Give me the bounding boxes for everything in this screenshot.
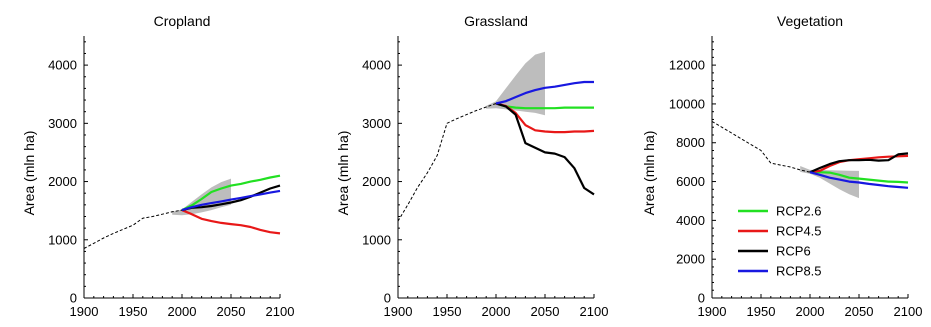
y-tick-label: 2000: [676, 252, 705, 267]
series-line-rcp2-6: [810, 171, 909, 184]
x-tick-label: 1950: [433, 304, 462, 319]
x-tick-label: 1900: [698, 304, 727, 319]
grassland-panel: Grassland 1900 1950 2000 2050 2100 0 1000 2000 30…: [335, 13, 608, 319]
x-tick-label: 2050: [531, 304, 560, 319]
series-line-rcp4-5: [181, 209, 281, 235]
y-tick-label: 3000: [362, 116, 391, 131]
x-tick-label: 1950: [747, 304, 776, 319]
series-line-rcp8-5: [181, 189, 281, 212]
series-line-rcp6: [181, 184, 281, 212]
x-tick-label: 1900: [384, 304, 413, 319]
legend-label: RCP6: [776, 244, 811, 259]
x-tick-label: 2000: [796, 304, 825, 319]
legend-label: RCP4.5: [776, 224, 822, 239]
y-axis-label: Area (mln ha): [335, 131, 351, 216]
series-line-rcp2-6: [495, 102, 594, 110]
y-tick-label: 10000: [669, 96, 705, 111]
x-tick-label: 2100: [580, 304, 609, 319]
y-tick-label: 8000: [676, 135, 705, 150]
historical-line: [711, 120, 811, 173]
x-tick-label: 2100: [894, 304, 923, 319]
panel-title: Cropland: [154, 13, 211, 29]
panel-title: Grassland: [464, 13, 528, 29]
vegetation-panel: Vegetation 1900 1950 2000 2050 2100 0 2000 4000 6…: [641, 13, 922, 319]
x-tick-label: 1950: [119, 304, 148, 319]
x-tick-label: 2100: [266, 304, 295, 319]
series-line-rcp8-5: [809, 171, 909, 189]
y-tick-label: 3000: [48, 116, 77, 131]
panel-title: Vegetation: [777, 13, 843, 29]
legend-label: RCP2.6: [776, 204, 822, 219]
y-axis-label: Area (mln ha): [641, 131, 657, 216]
series-line-rcp8-5: [495, 80, 594, 105]
cropland-panel: Cropland 1900 1950 2000 2050 2100 0 1000 2000 300…: [21, 13, 294, 319]
y-tick-label: 0: [70, 291, 77, 306]
y-tick-label: 6000: [676, 174, 705, 189]
historical-line: [83, 209, 183, 249]
y-tick-label: 0: [384, 291, 391, 306]
y-tick-label: 0: [698, 291, 705, 306]
uncertainty-band: [486, 51, 545, 116]
series-line-rcp6: [495, 102, 595, 196]
y-tick-label: 2000: [362, 174, 391, 189]
y-tick-label: 2000: [48, 174, 77, 189]
y-tick-label: 12000: [669, 58, 705, 73]
y-tick-label: 4000: [362, 58, 391, 73]
x-tick-label: 1900: [70, 304, 99, 319]
legend: RCP2.6 RCP4.5 RCP6 RCP8.5: [738, 204, 822, 279]
series-line-rcp2-6: [181, 174, 281, 212]
x-tick-label: 2000: [168, 304, 197, 319]
series-line-rcp6: [809, 152, 909, 174]
y-tick-label: 1000: [48, 232, 77, 247]
x-tick-label: 2050: [217, 304, 246, 319]
x-tick-label: 2000: [482, 304, 511, 319]
y-tick-label: 1000: [362, 232, 391, 247]
historical-line: [397, 103, 497, 222]
legend-label: RCP8.5: [776, 264, 822, 279]
y-tick-label: 4000: [676, 213, 705, 228]
x-tick-label: 2050: [845, 304, 874, 319]
y-tick-label: 4000: [48, 58, 77, 73]
y-axis-label: Area (mln ha): [21, 131, 37, 216]
